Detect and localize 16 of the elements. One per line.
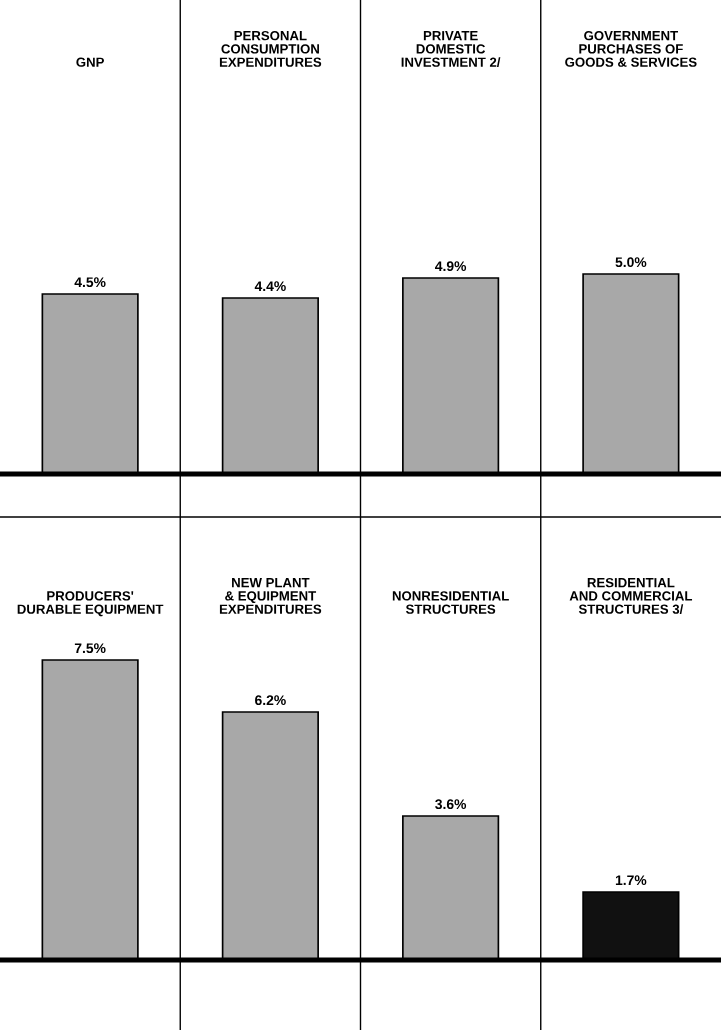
x-tick-label: PRIVATE DOMESTIC INVESTMENT 2/ [401,31,501,67]
data-label: 7.5% [74,643,106,654]
data-label: 4.5% [74,277,106,288]
data-label: 6.2% [255,695,286,706]
data-label: 4.4% [254,281,286,292]
data-label: 4.9% [435,261,467,272]
data-label: 5.0% [615,257,647,268]
data-label: 1.7% [615,875,647,886]
x-tick-label: GOVERNMENT PURCHASES OF GOODS & SERVICES [565,30,697,67]
x-tick-label: RESIDENTIAL AND COMMERCIAL STRUCTURES 3/ [569,577,693,614]
x-tick-label: NEW PLANT & EQUIPMENT EXPENDITURES [219,578,322,614]
x-tick-label: GNP [76,57,104,67]
x-tick-label: NONRESIDENTIAL STRUCTURES [392,591,509,614]
data-label: 3.6% [435,799,467,810]
x-tick-label: PRODUCERS' DURABLE EQUIPMENT [17,591,164,617]
x-tick-label: PERSONAL CONSUMPTION EXPENDITURES [219,30,322,67]
